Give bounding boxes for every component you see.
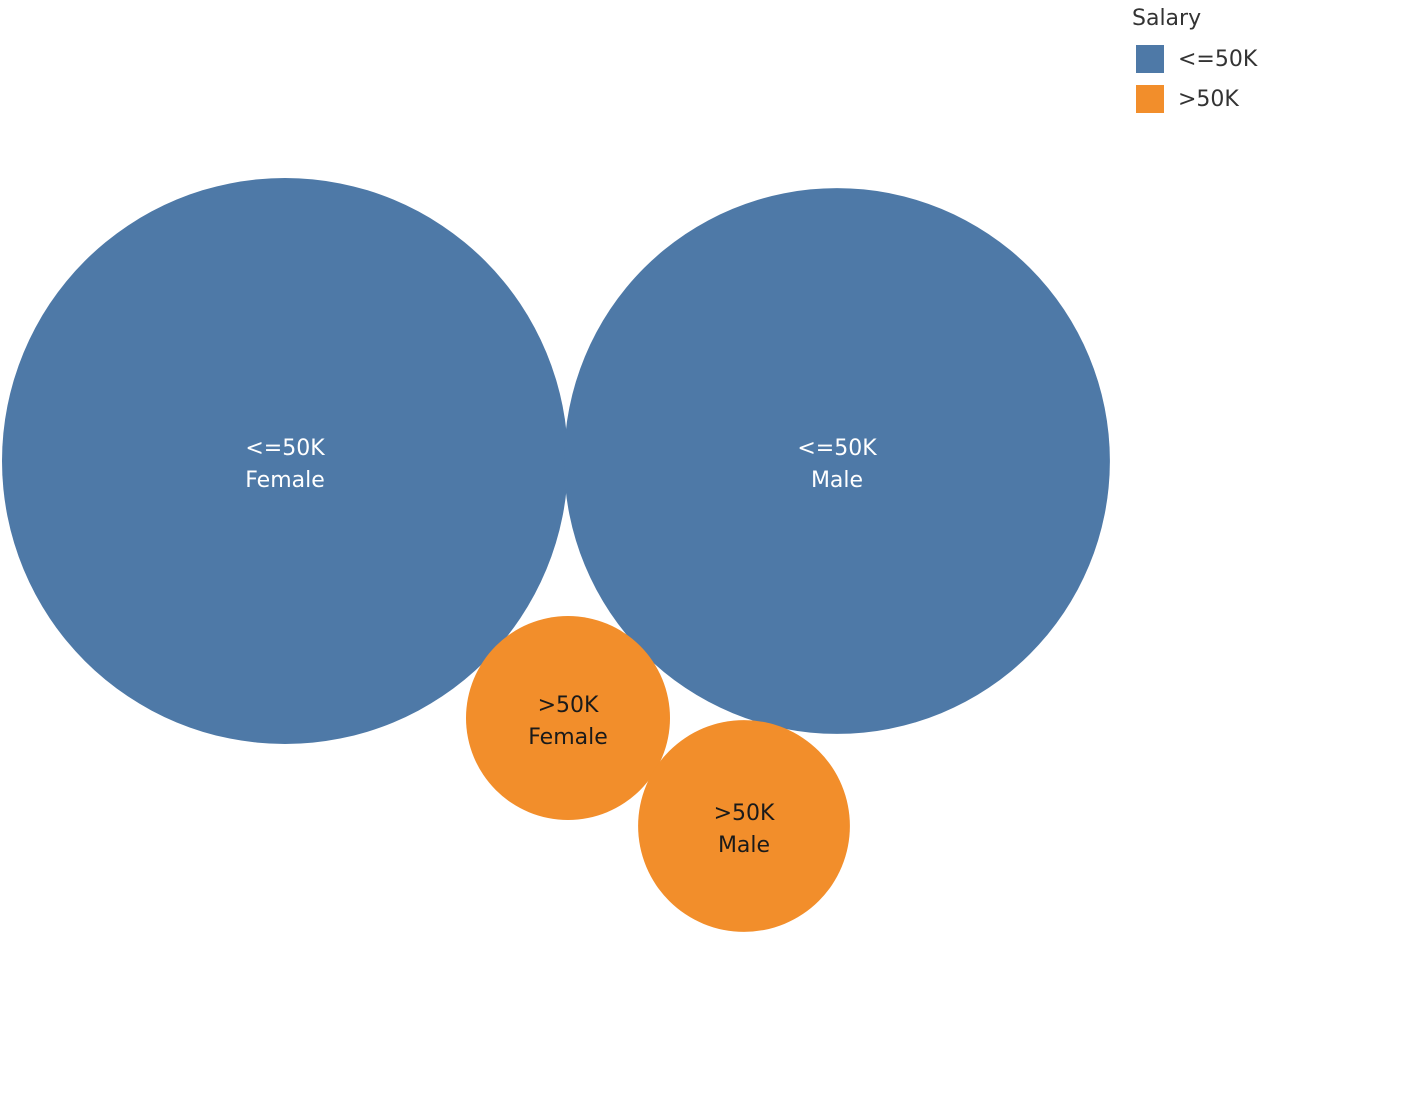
legend-title: Salary xyxy=(1132,6,1202,31)
bubble-sex-label: Male xyxy=(811,468,863,493)
bubble-sex-label: Male xyxy=(718,833,770,858)
bubble-sex-label: Female xyxy=(245,468,325,493)
legend-item-le50k[interactable]: <=50K xyxy=(1132,39,1257,79)
legend-label-le50k: <=50K xyxy=(1178,46,1258,72)
legend-item-gt50k[interactable]: >50K xyxy=(1132,79,1257,119)
bubble-le50k-male[interactable]: <=50K Male xyxy=(564,188,1110,734)
bubble-sex-label: Female xyxy=(528,725,608,750)
bubble-circle-le50k-female[interactable] xyxy=(2,178,568,744)
legend-swatch-le50k xyxy=(1136,45,1164,73)
legend: Salary <=50K >50K xyxy=(1132,6,1257,119)
bubble-salary-label: >50K xyxy=(714,801,775,826)
legend-swatch-gt50k xyxy=(1136,85,1164,113)
bubble-circle-gt50k-male[interactable] xyxy=(638,720,850,932)
bubble-gt50k-female[interactable]: >50K Female xyxy=(466,616,670,820)
bubble-salary-label: >50K xyxy=(538,693,599,718)
bubble-salary-label: <=50K xyxy=(245,436,325,461)
bubble-salary-label: <=50K xyxy=(797,436,877,461)
bubble-circle-gt50k-female[interactable] xyxy=(466,616,670,820)
bubble-gt50k-male[interactable]: >50K Male xyxy=(638,720,850,932)
bubble-circle-le50k-male[interactable] xyxy=(564,188,1110,734)
legend-label-gt50k: >50K xyxy=(1178,86,1239,112)
bubble-le50k-female[interactable]: <=50K Female xyxy=(2,178,568,744)
